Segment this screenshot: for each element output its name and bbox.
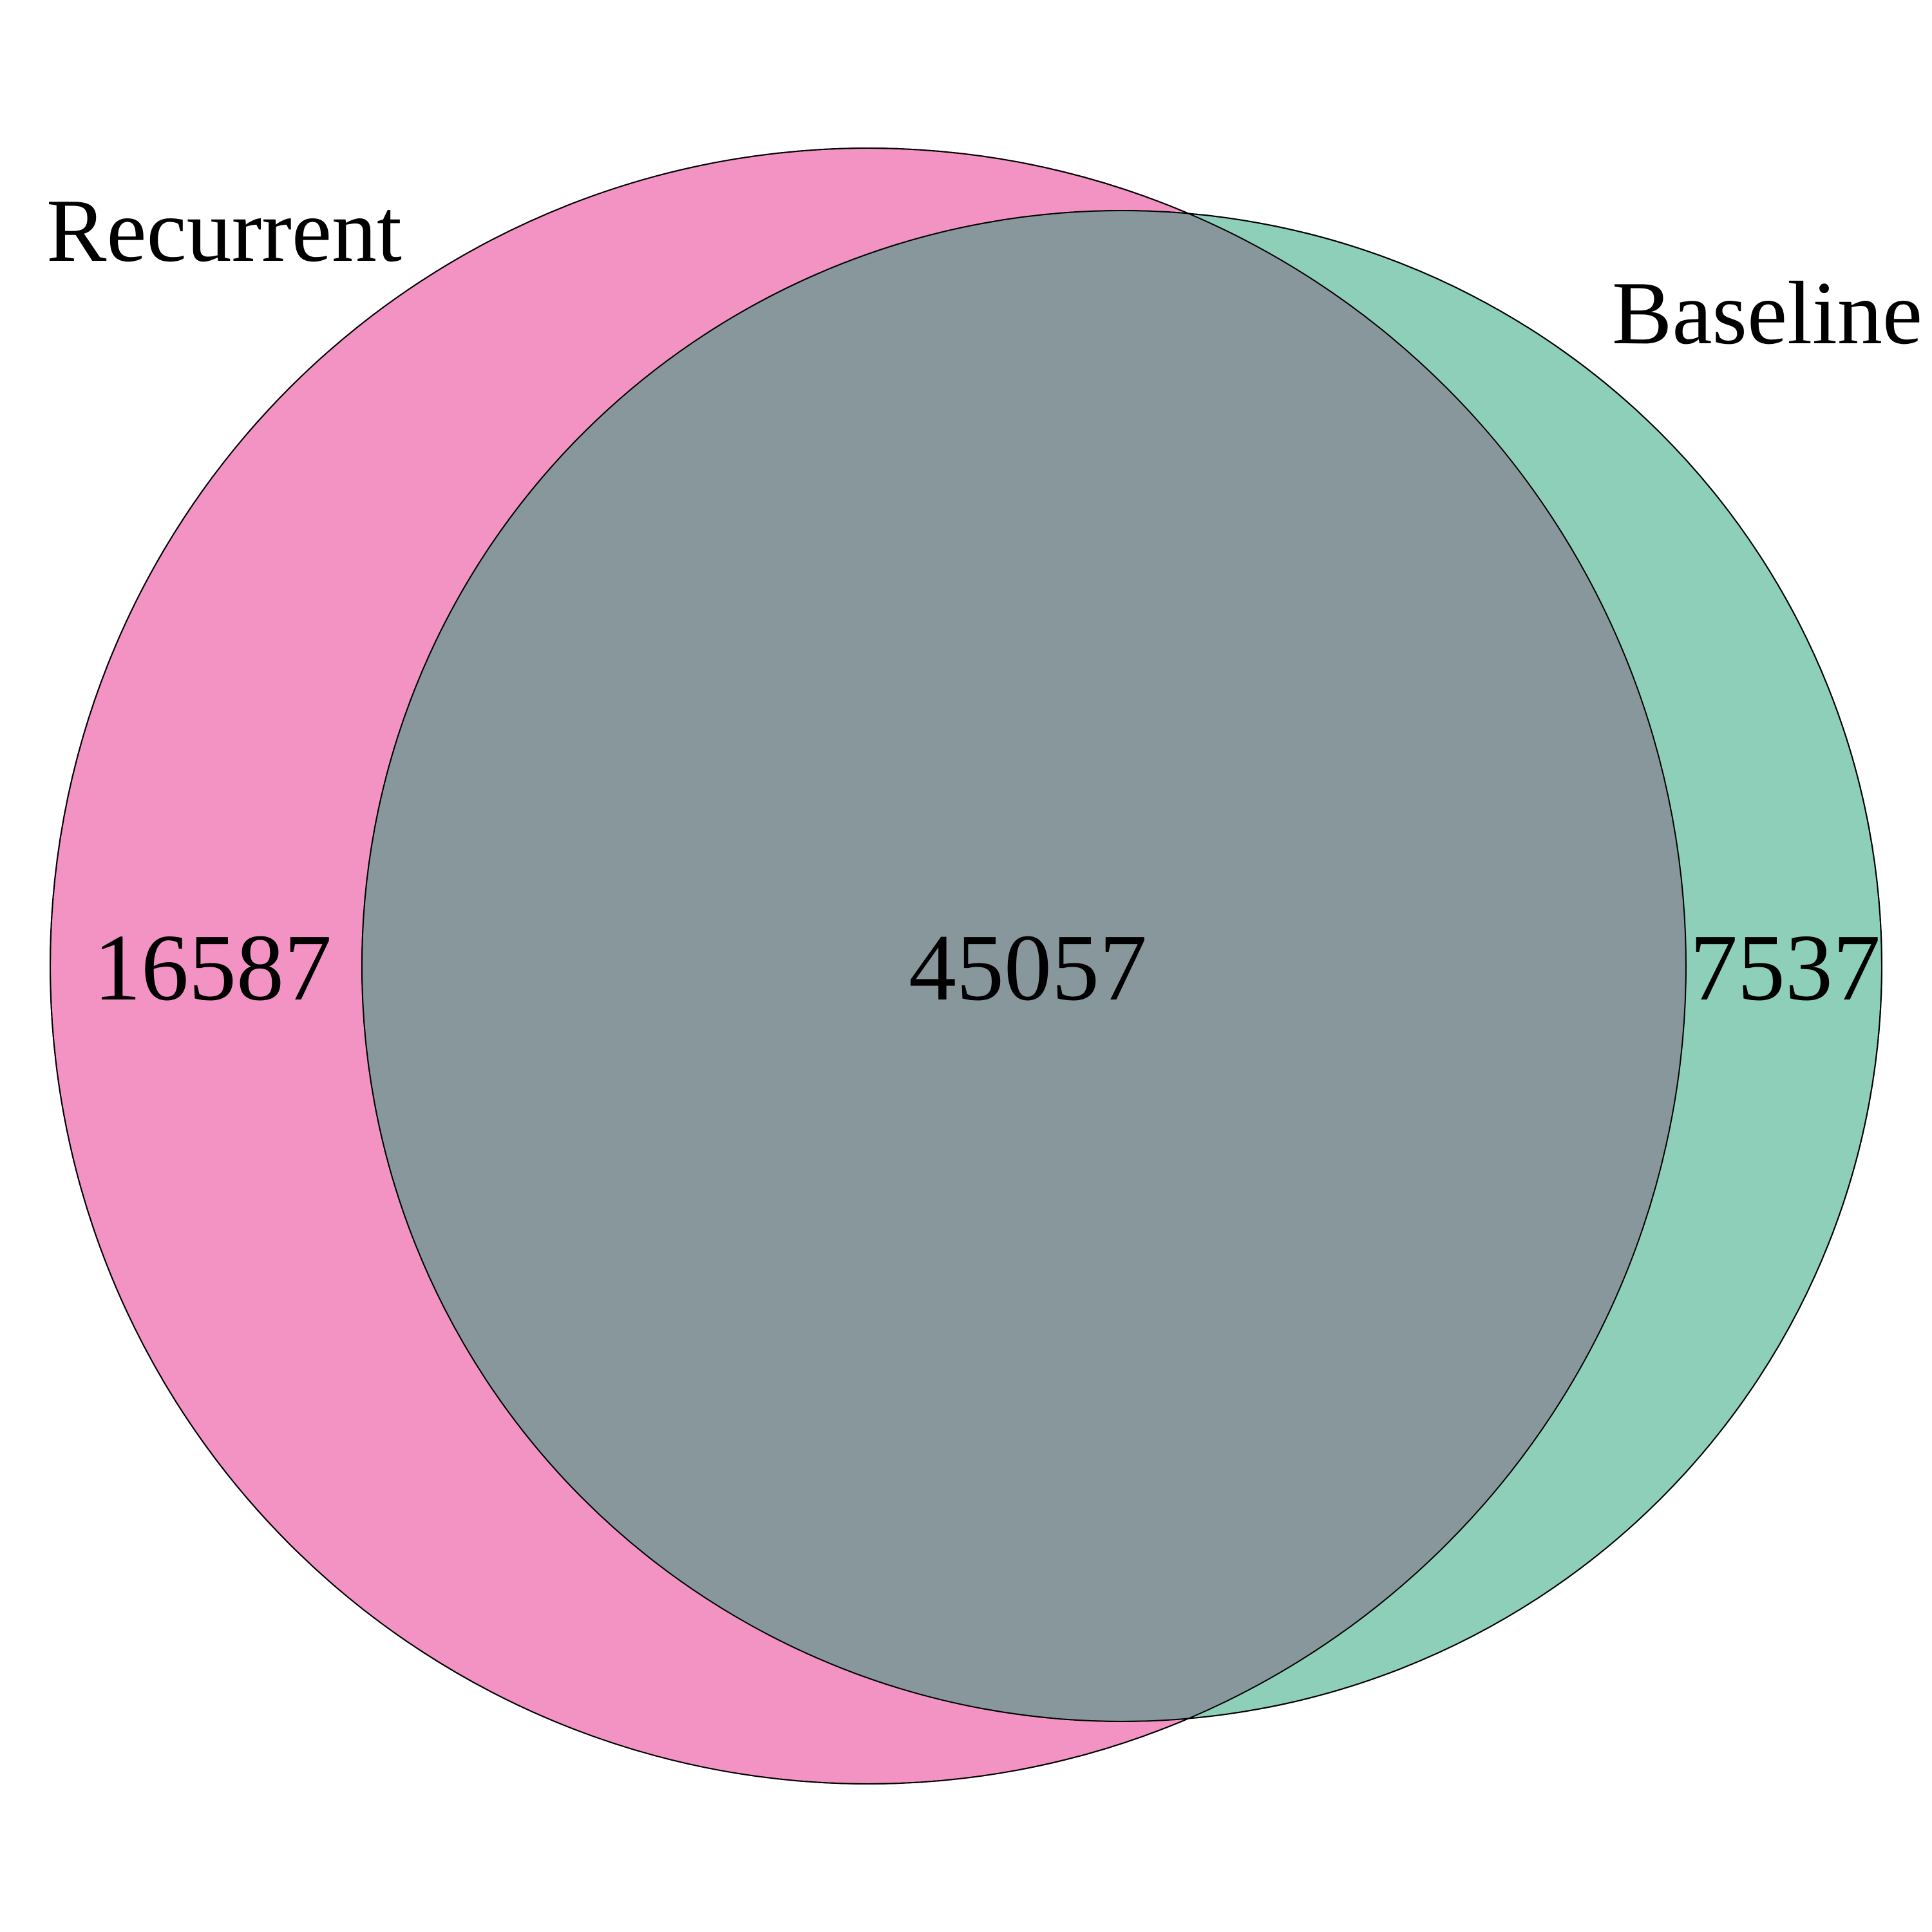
baseline-only-count: 7537 (1690, 915, 1880, 1021)
recurrent-only-count: 16587 (93, 915, 332, 1021)
baseline-set-outline (361, 210, 1882, 1722)
intersection-count: 45057 (909, 915, 1147, 1021)
intersection-region (362, 211, 1686, 1721)
recurrent-set-outline (50, 147, 1687, 1785)
baseline-set-label: Baseline (1612, 263, 1922, 363)
recurrent-set-label: Recurrent (46, 181, 402, 281)
